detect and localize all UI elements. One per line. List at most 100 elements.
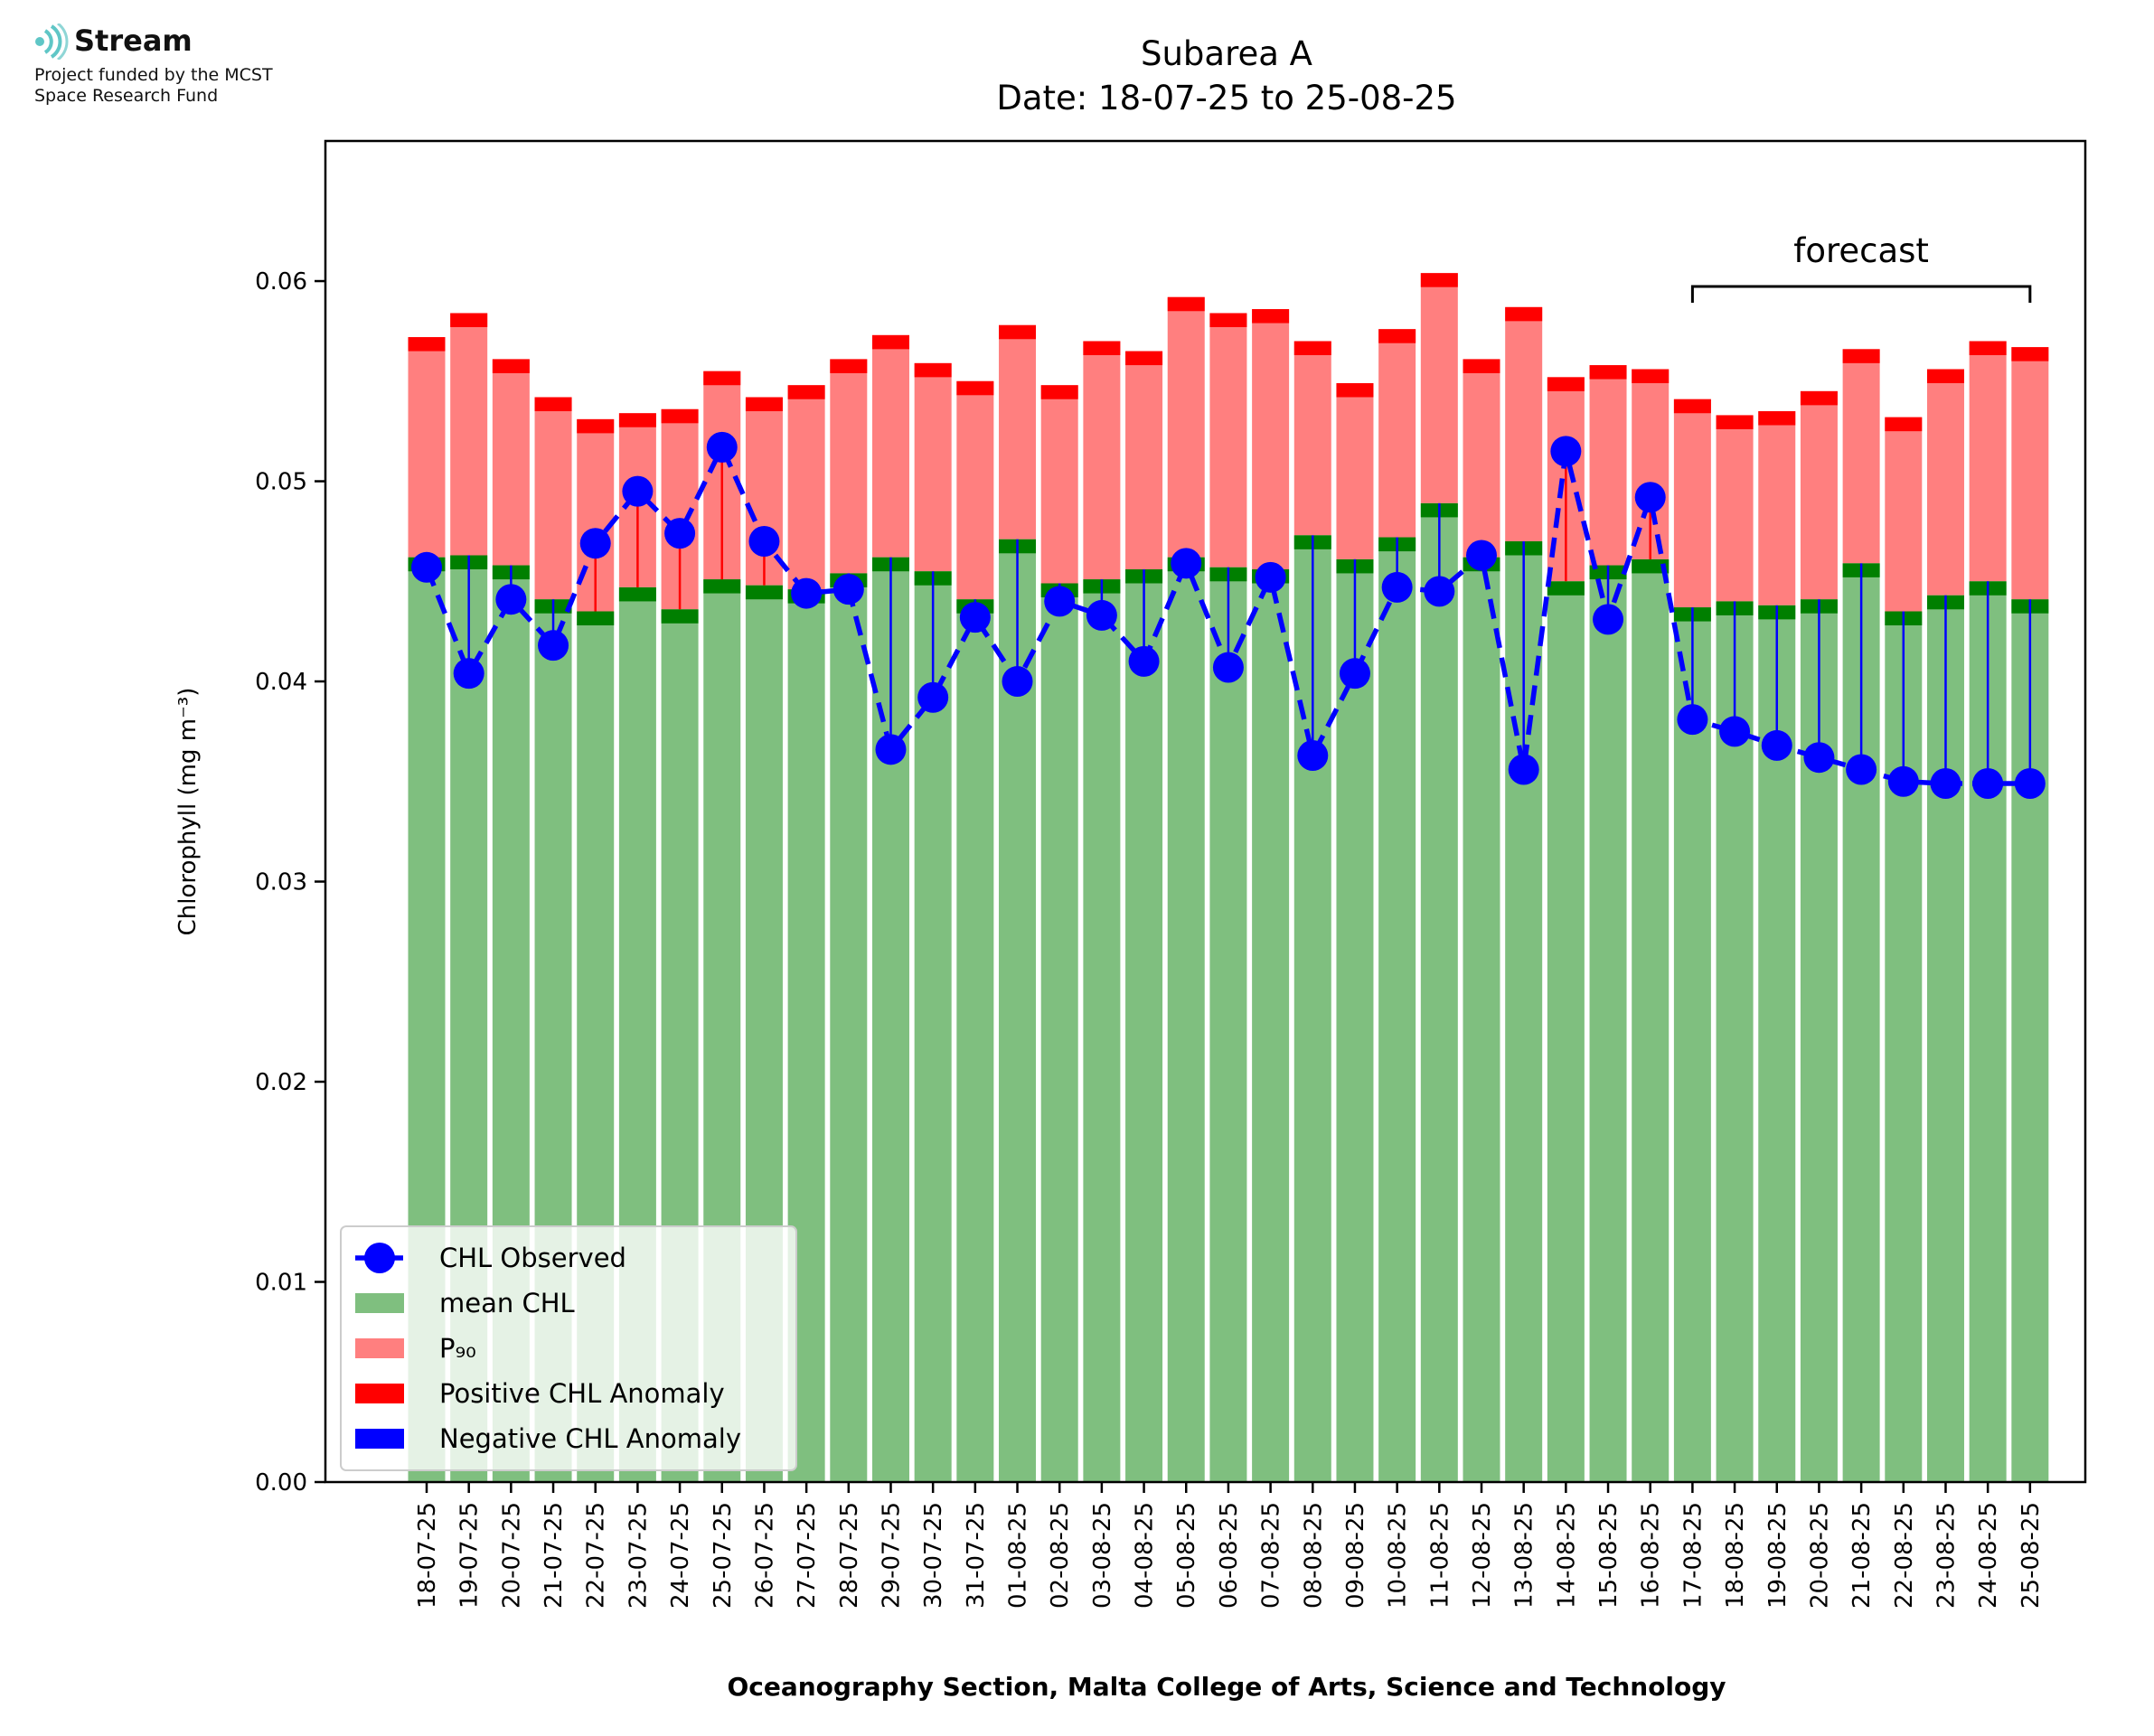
mean-bar [1420,502,1458,1482]
observed-point [791,577,823,609]
p90-band [830,359,868,373]
y-tick-label: 0.06 [255,268,307,296]
p90-bar [492,359,530,566]
observed-point [1846,754,1877,785]
p90-band [1125,351,1163,366]
x-tick-label: 24-07-25 [667,1502,694,1609]
p90-band [1547,377,1585,391]
mean-band [1547,581,1585,596]
x-tick-label: 15-08-25 [1595,1502,1623,1609]
p90-bar [956,380,994,600]
observed-point [1128,645,1160,677]
legend-box [340,1225,797,1471]
mean-bar [1547,581,1585,1482]
p90-band [703,371,741,386]
p90-band [534,397,572,412]
observed-point [1803,742,1835,774]
x-tick-label: 22-07-25 [583,1502,610,1609]
p90-bar [1167,296,1205,558]
mean-band [577,611,615,626]
p90-band [577,418,615,434]
y-tick-label: 0.00 [255,1469,307,1497]
observed-point [495,584,527,615]
mean-band [703,579,741,594]
p90-bar [1378,329,1416,538]
p90-band [2011,347,2049,361]
p90-band [1505,306,1543,322]
p90-bar [999,324,1037,540]
x-tick-label: 31-07-25 [963,1502,990,1609]
x-tick-label: 13-08-25 [1511,1502,1538,1609]
legend-label: Positive CHL Anomaly [439,1378,725,1409]
observed-point [1002,666,1033,698]
y-tick-label: 0.03 [255,869,307,896]
x-tick-label: 26-07-25 [751,1502,778,1609]
p90-bar [534,397,572,600]
p90-bar [914,362,952,572]
p90-band [1926,369,1964,384]
y-axis-label: Chlorophyll (mg m⁻³) [174,688,202,936]
observed-point [1634,482,1666,513]
p90-band [450,313,488,327]
stream-logo-icon [35,23,69,60]
mean-bar [1673,607,1711,1482]
x-tick-label: 22-08-25 [1891,1502,1918,1609]
observed-point [538,630,569,662]
p90-bar [871,334,909,558]
p90-bar [787,385,825,590]
logo-funding-line-1: Project funded by the MCST [34,65,273,85]
p90-bar [1125,351,1163,569]
p90-band [1083,341,1121,355]
forecast-annotation: forecast [1690,231,2032,303]
mean-bar [1336,558,1374,1482]
legend-swatch [355,1338,404,1358]
p90-band [1463,359,1500,373]
observed-point [1508,754,1539,785]
p90-bar [1800,390,1838,600]
chart-title: Subarea A [1141,34,1312,73]
x-tick-label: 09-08-25 [1342,1502,1369,1609]
p90-bar [830,359,868,574]
y-tick-label: 0.02 [255,1069,307,1096]
observed-point [1339,658,1370,690]
x-tick-label: 14-08-25 [1553,1502,1580,1609]
legend-label: CHL Observed [439,1243,626,1273]
mean-bar [1040,583,1078,1482]
x-tick-label: 07-08-25 [1258,1502,1285,1609]
p90-band [871,334,909,350]
forecast-label: forecast [1793,231,1929,270]
p90-band [1167,296,1205,312]
mean-band [618,586,656,602]
x-tick-label: 21-07-25 [541,1502,568,1609]
p90-band [492,359,530,373]
p90-band [618,413,656,427]
p90-band [661,408,699,424]
mean-bar [914,571,952,1482]
x-tick-label: 23-07-25 [625,1502,652,1609]
p90-bar [1293,341,1331,536]
p90-bar [408,337,446,558]
x-tick-label: 25-07-25 [710,1502,737,1609]
p90-bar [1926,369,1964,596]
p90-bar [1885,417,1923,612]
x-tick-label: 20-07-25 [498,1502,525,1609]
x-tick-label: 28-07-25 [836,1502,863,1609]
axes-layer: 0.00 0.01 0.02 0.03 0.04 0.05 0.06 18-07-25 19-0… [255,268,2045,1609]
legend-label: Negative CHL Anomaly [439,1423,741,1454]
observed-point [1677,704,1708,736]
p90-bar [1505,306,1543,541]
mean-bar [1716,601,1754,1482]
observed-point [917,681,949,713]
p90-bar [1209,313,1247,568]
x-tick-label: 10-08-25 [1385,1502,1412,1609]
mean-bar [1167,557,1205,1482]
p90-bar [2011,347,2049,600]
x-tick-label: 19-08-25 [1764,1502,1792,1609]
p90-bar [1463,359,1500,558]
p90-band [745,397,783,412]
x-tick-label: 27-07-25 [794,1502,821,1609]
observed-point [1381,571,1413,603]
observed-point [875,734,907,765]
observed-line-layer [411,431,2046,799]
x-tick-label: 21-08-25 [1848,1502,1876,1609]
